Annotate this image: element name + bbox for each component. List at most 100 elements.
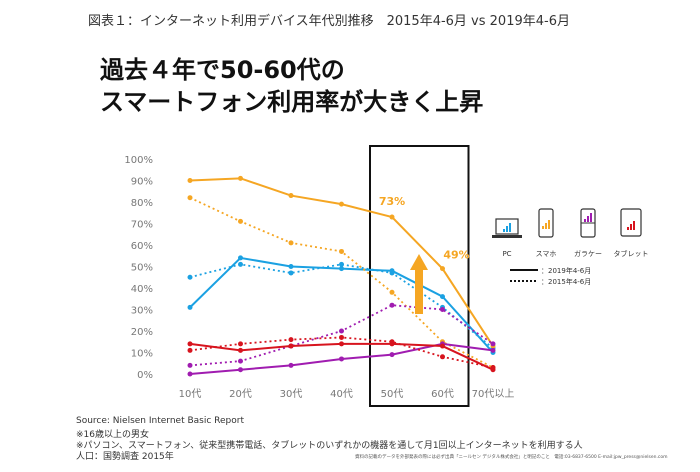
data-point [288, 240, 294, 246]
x-tick-label: 10代 [179, 388, 202, 400]
data-point [288, 193, 294, 199]
series-2019-4-6 [187, 341, 496, 377]
y-tick-label: 70% [131, 220, 153, 231]
callout-label: 73% [379, 195, 405, 208]
series-2019-4-6 [187, 175, 496, 349]
laptop-base [492, 235, 522, 238]
data-point [187, 341, 193, 347]
data-point [288, 270, 294, 276]
tablet-body [620, 208, 642, 237]
data-point [389, 302, 395, 308]
data-point [238, 367, 243, 373]
data-point [187, 274, 193, 280]
data-point [288, 337, 294, 343]
data-point [490, 365, 496, 371]
data-point [288, 362, 294, 368]
y-tick-label: 20% [131, 327, 153, 338]
x-tick-label: 50代 [381, 388, 404, 400]
data-point [238, 175, 243, 181]
legend-period-label: ：2015年4-6月 [541, 277, 591, 286]
series-pc [187, 255, 496, 355]
icon-bar [587, 216, 589, 222]
y-tick-label: 100% [124, 155, 153, 166]
data-point [288, 343, 294, 349]
smartphone-icon [538, 208, 554, 238]
icon-bar [503, 229, 505, 232]
headline: 過去４年で50-60代の スマートフォン利用率が大きく上昇 [100, 54, 483, 118]
phone-body [538, 208, 554, 238]
data-point [238, 218, 243, 224]
x-tick-label: 30代 [280, 388, 303, 400]
figure-title: 図表１：インターネット利用デバイス年代別推移 2015年4-6月 vs 2019… [88, 14, 570, 29]
data-point [339, 266, 344, 272]
data-point [490, 341, 496, 347]
x-tick-label: 20代 [229, 388, 252, 400]
y-tick-label: 60% [131, 241, 153, 252]
legend-device-label: ガラケー [574, 249, 602, 258]
data-point [490, 347, 496, 353]
y-tick-label: 90% [131, 177, 153, 188]
data-point [440, 354, 445, 360]
highlight-box [369, 145, 470, 407]
legend-device-label: スマホ [536, 250, 557, 258]
data-point [440, 307, 445, 312]
laptop-screen [495, 218, 519, 235]
icon-bar [509, 223, 511, 232]
callout-label: 49% [443, 249, 469, 262]
icon-bar [584, 219, 586, 222]
icon-bar [506, 226, 508, 232]
age-note: ※16歳以上の男女 [76, 430, 149, 440]
icon-bar [542, 226, 544, 229]
data-point [238, 341, 243, 347]
data-point [187, 362, 193, 368]
legend-device-label: PC [502, 250, 511, 258]
data-point [238, 347, 243, 353]
icon-bar [630, 224, 632, 230]
data-point [238, 261, 243, 267]
legend-device-label: タブレット [614, 249, 649, 258]
data-point [187, 347, 193, 353]
data-point [187, 178, 193, 183]
icon-bar [633, 221, 635, 230]
device-note: ※パソコン、スマートフォン、従来型携帯電話、タブレットのいずれかの機器を通して月… [76, 441, 583, 451]
data-point [187, 195, 193, 201]
x-tick-label: 40代 [330, 388, 353, 400]
data-point [440, 266, 445, 272]
data-point [339, 201, 344, 207]
population-note: 人口：国勢調査 2015年 [76, 452, 174, 462]
source-note: Source: Nielsen Internet Basic Report [76, 416, 244, 426]
x-tick-label: 70代以上 [472, 388, 515, 400]
data-point [389, 352, 395, 358]
data-point [288, 264, 294, 269]
headline-line-1: 過去４年で50-60代の [100, 56, 345, 84]
y-tick-label: 30% [131, 306, 153, 317]
data-point [339, 341, 344, 347]
y-tick-label: 80% [131, 198, 153, 209]
data-point [389, 214, 395, 220]
data-point [339, 356, 344, 362]
data-point [238, 255, 243, 261]
data-point [389, 270, 395, 276]
data-point [339, 261, 344, 267]
icon-bar [545, 223, 547, 229]
series-2015-4-6 [187, 302, 496, 368]
tablet-icon [620, 208, 642, 237]
data-point [339, 334, 344, 340]
legend-period-label: ：2019年4-6月 [541, 266, 591, 275]
y-tick-label: 50% [131, 263, 153, 274]
y-tick-label: 0% [137, 370, 153, 381]
data-point [389, 289, 395, 295]
up-arrow-icon [410, 254, 428, 314]
data-point [339, 248, 344, 254]
y-tick-label: 40% [131, 284, 153, 295]
fine-print: 資料の記載のデータを外部発表の際には必ず出典「ニールセン デジタル株式会社」と明… [355, 455, 668, 460]
data-point [187, 371, 193, 377]
data-point [238, 358, 243, 364]
laptop-icon [492, 218, 522, 238]
data-point [389, 339, 395, 345]
data-point [440, 294, 445, 300]
icon-bar [548, 220, 550, 229]
x-tick-label: 60代 [431, 388, 454, 400]
series-2015-4-6 [187, 334, 496, 371]
y-tick-label: 10% [131, 349, 153, 360]
